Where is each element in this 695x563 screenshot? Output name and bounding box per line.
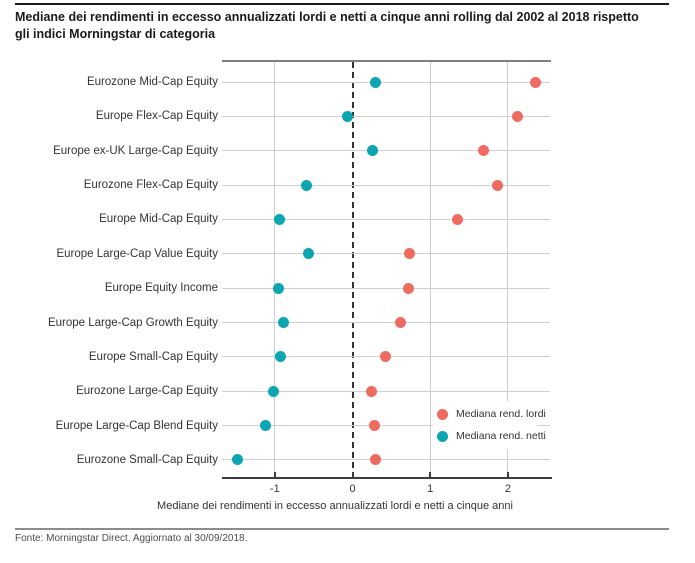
dot-netti [232, 454, 243, 466]
chart-title-line2: gli indici Morningstar di categoria [15, 27, 216, 41]
dot-lordi [529, 76, 541, 88]
x-axis-line [222, 477, 552, 479]
dot-lordi [451, 213, 463, 225]
dot-netti [277, 317, 289, 329]
legend-label-netti: Mediana rend. netti [456, 430, 546, 442]
dot-lordi [379, 351, 391, 363]
category-label: Eurozone Small-Cap Equity [76, 453, 218, 466]
dot-netti [367, 145, 379, 157]
top-rule [15, 3, 669, 5]
category-label: Europe Small-Cap Equity [88, 350, 218, 363]
zero-reference-line [351, 62, 354, 478]
dot-netti [274, 351, 286, 363]
horizontal-gridline [222, 459, 550, 461]
dot-netti [267, 385, 279, 397]
horizontal-gridline [222, 81, 550, 83]
category-label: Europe Mid-Cap Equity [99, 213, 218, 226]
dot-lordi [511, 110, 523, 122]
source-note: Fonte: Morningstar Direct. Aggiornato al… [15, 533, 248, 544]
horizontal-gridline [222, 184, 550, 186]
x-axis-tick [506, 472, 509, 477]
dot-lordi [477, 145, 489, 157]
x-axis-tick-label: 0 [349, 483, 356, 495]
chart-title: Mediane dei rendimenti in eccesso annual… [15, 9, 665, 43]
legend-item-lordi: Mediana rend. lordi [433, 403, 546, 425]
category-label: Europe Large-Cap Growth Equity [47, 316, 218, 329]
dot-netti [302, 248, 314, 260]
horizontal-gridline [222, 115, 550, 117]
vertical-gridline [429, 62, 431, 478]
horizontal-gridline [222, 218, 550, 220]
dot-netti [341, 110, 353, 122]
category-label: Europe Large-Cap Blend Equity [55, 419, 218, 432]
horizontal-gridline [222, 150, 550, 152]
category-label: Eurozone Mid-Cap Equity [86, 76, 218, 88]
horizontal-gridline [222, 390, 550, 392]
x-axis-tick [273, 472, 276, 477]
dot-netti [273, 213, 285, 225]
category-label: Europe ex-UK Large-Cap Equity [53, 144, 218, 157]
dot-lordi [370, 454, 382, 466]
x-axis-tick-label: 2 [504, 483, 511, 495]
category-label: Europe Equity Income [104, 282, 218, 295]
dot-lordi [395, 317, 407, 329]
chart-title-line1: Mediane dei rendimenti in eccesso annual… [15, 10, 639, 24]
dot-lordi [368, 420, 380, 432]
vertical-gridline [274, 62, 276, 478]
x-axis-tick [429, 472, 432, 477]
legend-dot-lordi-icon [437, 408, 448, 420]
dot-netti [301, 179, 313, 191]
dot-lordi [366, 385, 378, 397]
legend-label-lordi: Mediana rend. lordi [456, 408, 546, 420]
dot-netti [369, 76, 381, 88]
horizontal-gridline [222, 322, 550, 324]
legend-item-netti: Mediana rend. netti [433, 425, 546, 447]
horizontal-gridline [222, 425, 550, 427]
category-label: Eurozone Flex-Cap Equity [83, 179, 218, 192]
x-axis-tick-label: 1 [427, 483, 434, 495]
category-label: Eurozone Large-Cap Equity [76, 385, 218, 398]
plot-top-border [222, 60, 551, 62]
legend-dot-netti-icon [437, 430, 448, 442]
dot-lordi [404, 248, 416, 260]
horizontal-gridline [222, 287, 550, 289]
x-axis-tick-label: -1 [269, 483, 280, 495]
dot-lordi [402, 282, 414, 294]
category-label: Europe Flex-Cap Equity [95, 110, 218, 123]
footer-rule [15, 528, 669, 530]
x-axis-tick [351, 472, 354, 477]
dot-netti [273, 282, 285, 294]
chart-legend: Mediana rend. lordi Mediana rend. netti [433, 401, 546, 449]
dot-netti [259, 420, 271, 432]
dot-lordi [492, 179, 504, 191]
horizontal-gridline [222, 253, 550, 255]
x-axis-title: Mediane dei rendimenti in eccesso annual… [157, 500, 513, 512]
vertical-gridline [507, 62, 509, 478]
category-label: Europe Large-Cap Value Equity [56, 247, 218, 260]
